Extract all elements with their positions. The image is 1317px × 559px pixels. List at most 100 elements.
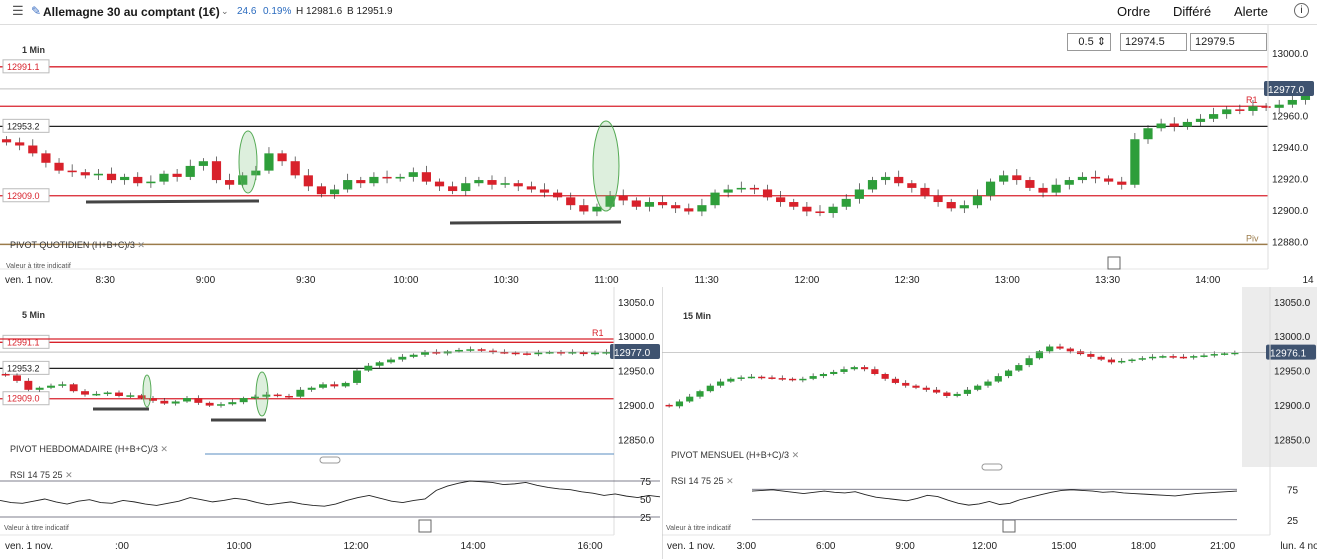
change-value: 24.6 — [237, 6, 257, 17]
instrument-title[interactable]: Allemagne 30 au comptant (1€) — [43, 5, 220, 19]
calendar-icon — [1107, 256, 1121, 270]
x-tick-label: 11:30 — [694, 275, 719, 286]
candle — [657, 202, 668, 206]
candle — [225, 180, 235, 185]
candle — [1222, 109, 1232, 115]
candle — [455, 349, 463, 352]
y-tick-label: 13000.0 — [1274, 332, 1311, 343]
indicative-note-3: Valeur à titre indicatif — [666, 525, 731, 532]
rsi-tick-label: 25 — [640, 513, 652, 524]
candle — [115, 392, 123, 396]
candle — [747, 376, 756, 379]
close-icon[interactable]: ✕ — [791, 450, 800, 460]
candle — [749, 187, 759, 190]
candle — [545, 352, 554, 354]
last-price-tag — [1266, 344, 1316, 360]
y-tick-label: 12950.0 — [618, 367, 655, 378]
candle — [500, 352, 509, 354]
candle — [737, 377, 745, 379]
candle — [513, 183, 523, 187]
candle — [69, 384, 78, 392]
candle — [710, 192, 720, 206]
candle — [605, 195, 615, 207]
y-tick-label: 12850.0 — [618, 435, 655, 446]
close-icon[interactable]: ✕ — [65, 470, 73, 480]
candle — [1169, 356, 1177, 358]
candle — [802, 206, 812, 212]
candle — [1209, 114, 1219, 119]
candle — [959, 205, 969, 209]
candle — [999, 175, 1009, 182]
quantity-stepper[interactable]: 0.5 ⇕ — [1067, 33, 1111, 51]
x-tick-label: 10:00 — [393, 275, 418, 286]
close-icon[interactable]: ✕ — [726, 476, 734, 486]
candle — [387, 359, 395, 363]
candle — [850, 367, 858, 370]
candle — [946, 202, 956, 209]
order-button[interactable]: Ordre — [1117, 4, 1151, 19]
level-tag-box — [2, 59, 50, 74]
candle — [290, 161, 300, 176]
candle — [1130, 139, 1140, 185]
x-tick-label: 14:00 — [1195, 275, 1220, 286]
rsi-label-5min: RSI 14 75 25 ✕ — [10, 470, 73, 480]
candle — [1138, 358, 1146, 360]
calendar-icon — [1002, 519, 1016, 533]
candle — [409, 354, 418, 357]
candle — [671, 205, 681, 209]
last-price-value: 12976.1 — [1270, 349, 1307, 360]
chevron-down-icon[interactable]: ⌄ — [221, 6, 229, 16]
candle — [815, 211, 825, 214]
buy-price-button[interactable]: 12979.5 — [1190, 33, 1267, 51]
deferred-order-button[interactable]: Différé — [1173, 4, 1212, 19]
close-icon[interactable]: ✕ — [137, 240, 145, 250]
candle — [912, 385, 920, 388]
candle — [211, 161, 222, 181]
candle — [706, 385, 714, 392]
sell-price-button[interactable]: 12974.5 — [1120, 33, 1187, 51]
candle — [523, 353, 531, 355]
indicative-note-1: Valeur à titre indicatif — [6, 263, 71, 270]
candle — [1274, 104, 1284, 108]
candle — [932, 389, 941, 393]
candle — [1015, 365, 1023, 371]
info-icon[interactable]: i — [1294, 3, 1309, 18]
candle — [285, 395, 293, 398]
x-tick-label: 14 — [1302, 275, 1314, 286]
candle — [1064, 180, 1074, 185]
hamburger-icon[interactable]: ☰ — [12, 3, 24, 18]
candle — [618, 195, 628, 201]
candle — [1077, 176, 1087, 181]
candle — [1159, 356, 1167, 358]
candle — [421, 352, 429, 355]
candle — [566, 197, 576, 206]
x-tick-label: 3:00 — [737, 541, 757, 552]
candle — [24, 380, 33, 390]
timeframe-label-15min: 15 Min — [683, 311, 712, 321]
pencil-icon[interactable]: ✎ — [31, 4, 42, 18]
pivot-indicator-label-5min: PIVOT HEBDOMADAIRE (H+B+C)/3 ✕ — [10, 444, 168, 454]
support-line — [85, 199, 260, 204]
candle — [343, 180, 353, 190]
candle — [1004, 370, 1013, 377]
close-icon[interactable]: ✕ — [160, 444, 168, 454]
candle — [126, 395, 135, 397]
candle — [592, 206, 602, 212]
chart-5min[interactable]: 13050.0 13000.0 12950.0 12900.0 12850.0 12991… — [0, 287, 662, 559]
candle — [172, 173, 182, 177]
candle — [723, 189, 733, 193]
candle — [736, 187, 746, 190]
x-tick-label: 13:30 — [1095, 275, 1120, 286]
pivot-indicator-label-15min: PIVOT MENSUEL (H+B+C)/3 ✕ — [671, 450, 800, 460]
chart-1min[interactable]: 13000.012980.012960.012940.012920.012900… — [0, 25, 1317, 287]
alert-button[interactable]: Alerte — [1234, 4, 1268, 19]
candle — [828, 206, 838, 214]
candle — [881, 176, 891, 181]
candle — [974, 385, 982, 390]
candle — [1169, 123, 1179, 127]
candle — [92, 393, 101, 396]
candle — [1235, 109, 1245, 111]
chart-15min[interactable]: 13050.0 13000.0 12950.0 12900.0 12850.0 12976… — [662, 287, 1317, 559]
low-value: B 12951.9 — [347, 6, 393, 17]
candle — [697, 205, 707, 212]
